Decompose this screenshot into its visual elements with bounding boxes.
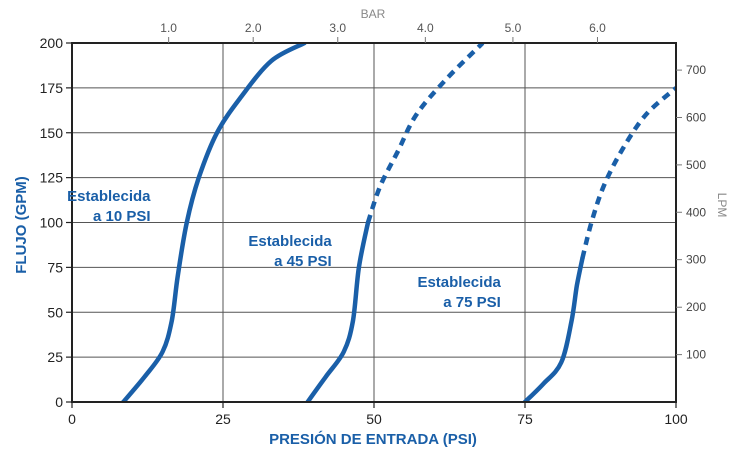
x-tick-label: 50: [366, 411, 382, 427]
series-line-dashed: [365, 43, 485, 224]
right-tick-label: 200: [686, 300, 706, 314]
series-label: Establecida: [248, 233, 332, 250]
y-tick-label: 25: [47, 349, 63, 365]
series-line-solid: [121, 43, 307, 402]
y-tick-label: 175: [40, 80, 64, 96]
y-axis-title: FLUJO (GPM): [13, 176, 30, 274]
y-tick-label: 200: [40, 35, 64, 51]
y-tick-label: 50: [47, 304, 63, 320]
right-tick-label: 100: [686, 348, 706, 362]
x-tick-label: 75: [517, 411, 533, 427]
x-tick-label: 25: [215, 411, 231, 427]
series-label: a 45 PSI: [274, 253, 332, 270]
top-tick-label: 4.0: [417, 21, 434, 35]
right-axis-title: LPM: [715, 193, 729, 218]
right-tick-label: 600: [686, 110, 706, 124]
y-tick-label: 0: [55, 394, 63, 410]
label-layer: Establecida a 10 PSI Establecida a 45 PSI Es…: [67, 188, 501, 311]
top-axis-title: BAR: [361, 7, 386, 21]
series-line-solid: [522, 256, 585, 402]
x-tick-label: 0: [68, 411, 76, 427]
series-label: a 75 PSI: [443, 294, 501, 311]
top-tick-label: 6.0: [589, 21, 606, 35]
top-tick-label: 3.0: [329, 21, 346, 35]
right-tick-label: 500: [686, 158, 706, 172]
x-axis-title: PRESIÓN DE ENTRADA (PSI): [269, 430, 477, 448]
series-label: Establecida: [67, 188, 151, 205]
top-tick-label: 5.0: [505, 21, 522, 35]
series-line-dashed: [580, 86, 676, 259]
right-tick-label: 700: [686, 63, 706, 77]
series-label: Establecida: [417, 274, 501, 291]
right-tick-label: 400: [686, 205, 706, 219]
top-tick-label: 2.0: [245, 21, 262, 35]
series-label: a 10 PSI: [93, 208, 151, 225]
x-tick-label: 100: [664, 411, 688, 427]
y-tick-label: 100: [40, 215, 64, 231]
tick-layer: 0 25 50 75 100 125 150 175 200 0 25 50 75 100 1.0 2.0 3.…: [40, 21, 707, 427]
right-tick-label: 300: [686, 253, 706, 267]
y-tick-label: 150: [40, 125, 64, 141]
series-line-solid: [305, 220, 371, 402]
y-tick-label: 125: [40, 170, 64, 186]
y-tick-label: 75: [47, 259, 63, 275]
series-layer: [121, 43, 676, 402]
top-tick-label: 1.0: [160, 21, 177, 35]
